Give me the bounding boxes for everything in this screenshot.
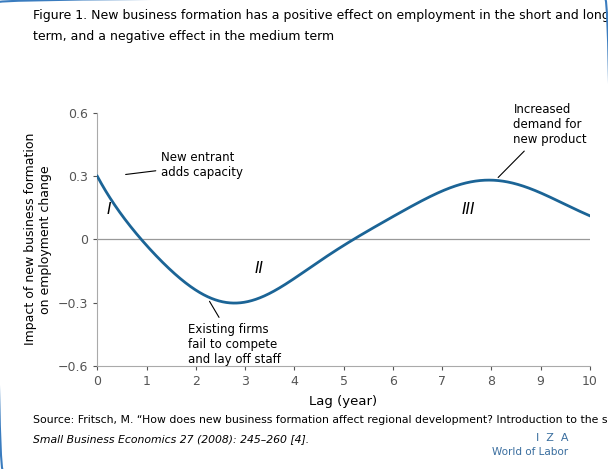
Text: I  Z  A: I Z A — [536, 433, 568, 443]
Text: I: I — [106, 202, 111, 217]
Y-axis label: Impact of new business formation
on employment change: Impact of new business formation on empl… — [24, 133, 52, 345]
Text: World of Labor: World of Labor — [492, 447, 568, 457]
Text: Source: Fritsch, M. “How does new business formation affect regional development: Source: Fritsch, M. “How does new busine… — [33, 415, 608, 425]
Text: New entrant
adds capacity: New entrant adds capacity — [126, 151, 243, 179]
Text: Small Business Economics 27 (2008): 245–260 [4].: Small Business Economics 27 (2008): 245–… — [33, 434, 309, 444]
Text: II: II — [255, 261, 264, 276]
X-axis label: Lag (year): Lag (year) — [309, 395, 378, 408]
Text: Increased
demand for
new product: Increased demand for new product — [498, 103, 587, 177]
Text: term, and a negative effect in the medium term: term, and a negative effect in the mediu… — [33, 30, 334, 44]
Text: Figure 1. New business formation has a positive effect on employment in the shor: Figure 1. New business formation has a p… — [33, 9, 608, 23]
Text: Existing firms
fail to compete
and lay off staff: Existing firms fail to compete and lay o… — [188, 301, 282, 365]
Text: III: III — [461, 202, 475, 217]
